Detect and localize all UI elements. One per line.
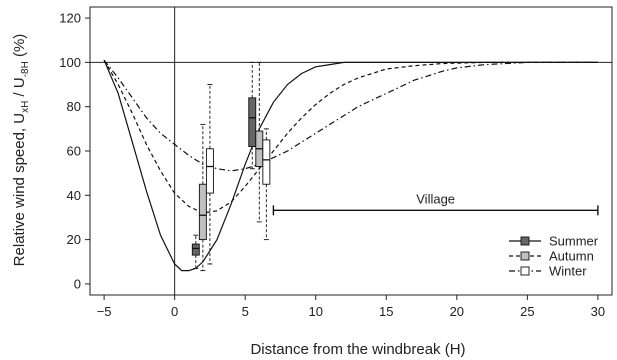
y-axis-label-main: Relative wind speed, U: [11, 113, 28, 266]
y-axis-label-end: (%): [11, 34, 28, 62]
y-tick-label: 100: [59, 55, 81, 70]
plot-area: 0 20 40 60 80 100 120 −5 0 5 10 15 20 25 30 Village Summ…: [59, 6, 613, 319]
legend-box-autumn: [520, 251, 530, 261]
x-tick-label: 30: [591, 304, 605, 319]
y-axis-label-sub2: -8H: [20, 61, 31, 77]
box-summer: [248, 97, 257, 148]
legend-label-winter: Winter: [549, 264, 587, 279]
box-summer: [191, 243, 200, 256]
x-tick-label: 20: [450, 304, 464, 319]
x-tick-label: 5: [242, 304, 249, 319]
y-tick-label: 0: [74, 276, 81, 291]
box-autumn: [198, 183, 207, 241]
x-tick-label: −5: [97, 304, 112, 319]
y-tick-label: 20: [67, 232, 81, 247]
x-tick-label: 10: [308, 304, 322, 319]
y-axis-label: Relative wind speed, UxH / U-8H (%): [11, 34, 31, 267]
y-axis-label-mid: / U: [11, 77, 28, 100]
y-tick-label: 120: [59, 11, 81, 26]
legend-label-summer: Summer: [549, 234, 599, 249]
y-tick-label: 40: [67, 188, 81, 203]
village-label: Village: [416, 191, 455, 206]
x-tick-label: 0: [171, 304, 178, 319]
x-axis-label: Distance from the windbreak (H): [250, 341, 465, 358]
legend-label-autumn: Autumn: [549, 249, 594, 264]
legend-box-winter: [520, 266, 530, 276]
legend-box-summer: [520, 236, 530, 246]
series-line-autumn: [103, 59, 598, 214]
y-tick-label: 60: [67, 144, 81, 159]
y-axis-label-sub1: xH: [20, 101, 31, 113]
box-winter: [262, 139, 271, 185]
x-tick-label: 25: [520, 304, 534, 319]
x-tick-label: 15: [379, 304, 393, 319]
svg-text:Relative wind speed, UxH / U-8: Relative wind speed, UxH / U-8H (%): [11, 34, 31, 267]
y-tick-label: 80: [67, 99, 81, 114]
box-winter: [205, 148, 214, 194]
series-line-summer: [103, 59, 598, 272]
series-line-winter: [103, 59, 598, 172]
